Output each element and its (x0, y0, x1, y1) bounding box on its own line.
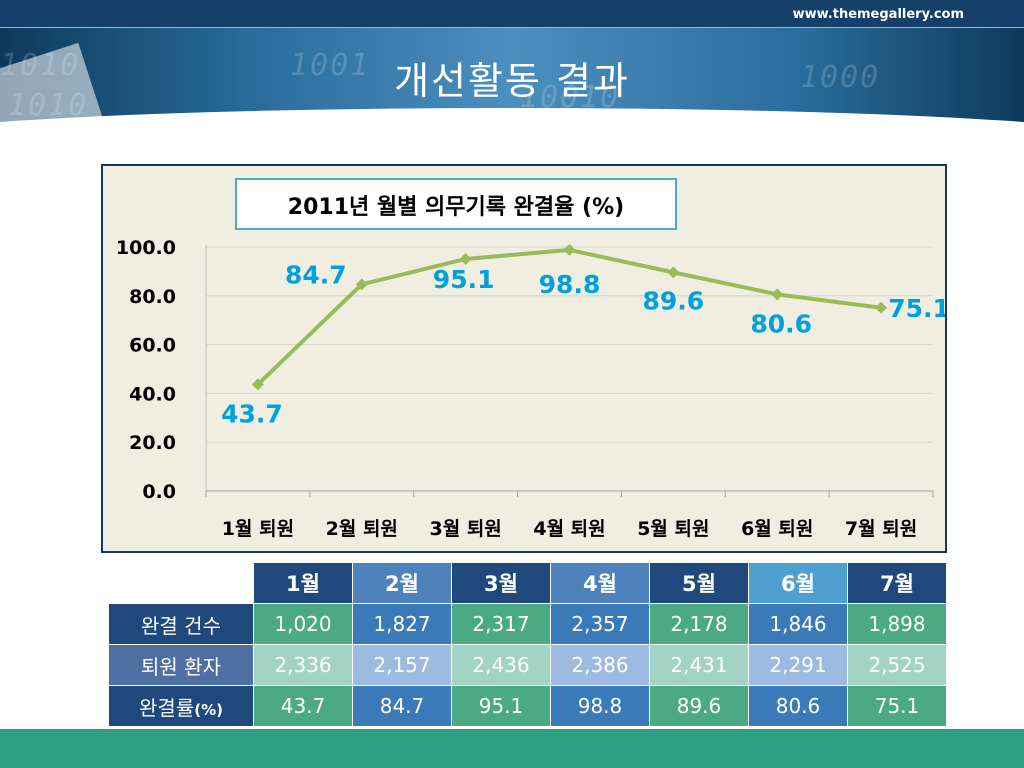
row-label-unit: (%) (194, 700, 223, 719)
page-title: 개선활동 결과 (394, 59, 630, 103)
table-header-cell: 2월 (352, 562, 452, 604)
x-tick-label: 7월 퇴원 (845, 518, 917, 540)
decor-binary-text: 1001 (290, 48, 371, 83)
site-url[interactable]: www.themegallery.com (792, 7, 964, 22)
data-point (251, 378, 264, 391)
row-label: 완결률(%) (108, 685, 254, 727)
table-cell: 2,178 (649, 603, 749, 645)
data-label: 89.6 (643, 286, 705, 315)
table-cell: 1,898 (847, 603, 947, 645)
table-cell: 2,157 (352, 644, 452, 686)
table-cell: 89.6 (649, 685, 749, 727)
table-header-cell: 3월 (451, 562, 551, 604)
data-label: 43.7 (221, 399, 283, 428)
table-corner-cell (108, 562, 254, 604)
table-header-cell: 6월 (748, 562, 848, 604)
table-cell: 98.8 (550, 685, 650, 727)
table-row: 완결률(%) 43.7 84.7 95.1 98.8 89.6 80.6 75.… (108, 685, 947, 727)
table-cell: 2,525 (847, 644, 947, 686)
chart-title: 2011년 월별 의무기록 완결율 (%) (288, 195, 624, 220)
x-tick-label: 6월 퇴원 (741, 518, 813, 540)
header-white-curve (0, 108, 1024, 160)
y-tick-label: 80.0 (129, 286, 176, 308)
y-tick-label: 60.0 (129, 335, 176, 357)
y-tick-label: 40.0 (129, 383, 176, 405)
table-cell: 43.7 (253, 685, 353, 727)
data-point (875, 301, 888, 314)
data-table: 1월 2월 3월 4월 5월 6월 7월 완결 건수 1,020 1,827 2… (108, 562, 947, 727)
chart-title-box (235, 178, 677, 230)
table-cell: 1,846 (748, 603, 848, 645)
table-cell: 95.1 (451, 685, 551, 727)
x-tick-label: 1월 퇴원 (222, 518, 294, 540)
x-tick-label: 5월 퇴원 (637, 518, 709, 540)
data-point (771, 288, 784, 301)
row-label-text: 완결률 (139, 695, 195, 720)
table-cell: 1,827 (352, 603, 452, 645)
x-tick-label: 4월 퇴원 (533, 518, 605, 540)
data-label: 84.7 (285, 260, 347, 289)
header-top-bar (0, 0, 1024, 28)
table-header-row: 1월 2월 3월 4월 5월 6월 7월 (108, 562, 947, 604)
x-tick-label: 3월 퇴원 (430, 518, 502, 540)
chart-panel: 2011년 월별 의무기록 완결율 (%) 0.0 20.0 40.0 60.0 80.0… (101, 164, 947, 553)
data-label: 98.8 (539, 270, 601, 299)
data-label: 80.6 (750, 309, 812, 338)
table-header-cell: 7월 (847, 562, 947, 604)
header-banner: 1010 1010 1001 10010 1000 www.themegalle… (0, 0, 1024, 160)
table-cell: 1,020 (253, 603, 353, 645)
data-label: 95.1 (433, 265, 495, 294)
y-tick-label: 20.0 (129, 432, 176, 454)
table-row: 퇴원 환자 2,336 2,157 2,436 2,386 2,431 2,29… (108, 644, 947, 686)
row-label: 퇴원 환자 (108, 644, 254, 686)
y-tick-label: 0.0 (142, 481, 176, 503)
data-label: 75.1 (888, 294, 945, 323)
data-point (459, 252, 472, 265)
table-cell: 2,386 (550, 644, 650, 686)
data-point (563, 243, 576, 256)
footer-bar (0, 729, 1024, 768)
table-cell: 2,357 (550, 603, 650, 645)
row-label: 완결 건수 (108, 603, 254, 645)
table-header-cell: 4월 (550, 562, 650, 604)
table-cell: 75.1 (847, 685, 947, 727)
table-cell: 84.7 (352, 685, 452, 727)
line-chart: 2011년 월별 의무기록 완결율 (%) 0.0 20.0 40.0 60.0 80.0… (116, 178, 945, 540)
y-tick-label: 100.0 (116, 237, 176, 259)
data-point (667, 266, 680, 279)
table-row: 완결 건수 1,020 1,827 2,317 2,357 2,178 1,84… (108, 603, 947, 645)
data-point (355, 278, 368, 291)
x-tick-label: 2월 퇴원 (326, 518, 398, 540)
table-cell: 2,291 (748, 644, 848, 686)
table-cell: 2,317 (451, 603, 551, 645)
table-cell: 2,436 (451, 644, 551, 686)
table-cell: 2,336 (253, 644, 353, 686)
decor-binary-text: 1000 (800, 60, 881, 95)
table-header-cell: 5월 (649, 562, 749, 604)
table-header-cell: 1월 (253, 562, 353, 604)
table-cell: 2,431 (649, 644, 749, 686)
table-cell: 80.6 (748, 685, 848, 727)
decor-binary-text: 1010 (0, 48, 81, 83)
